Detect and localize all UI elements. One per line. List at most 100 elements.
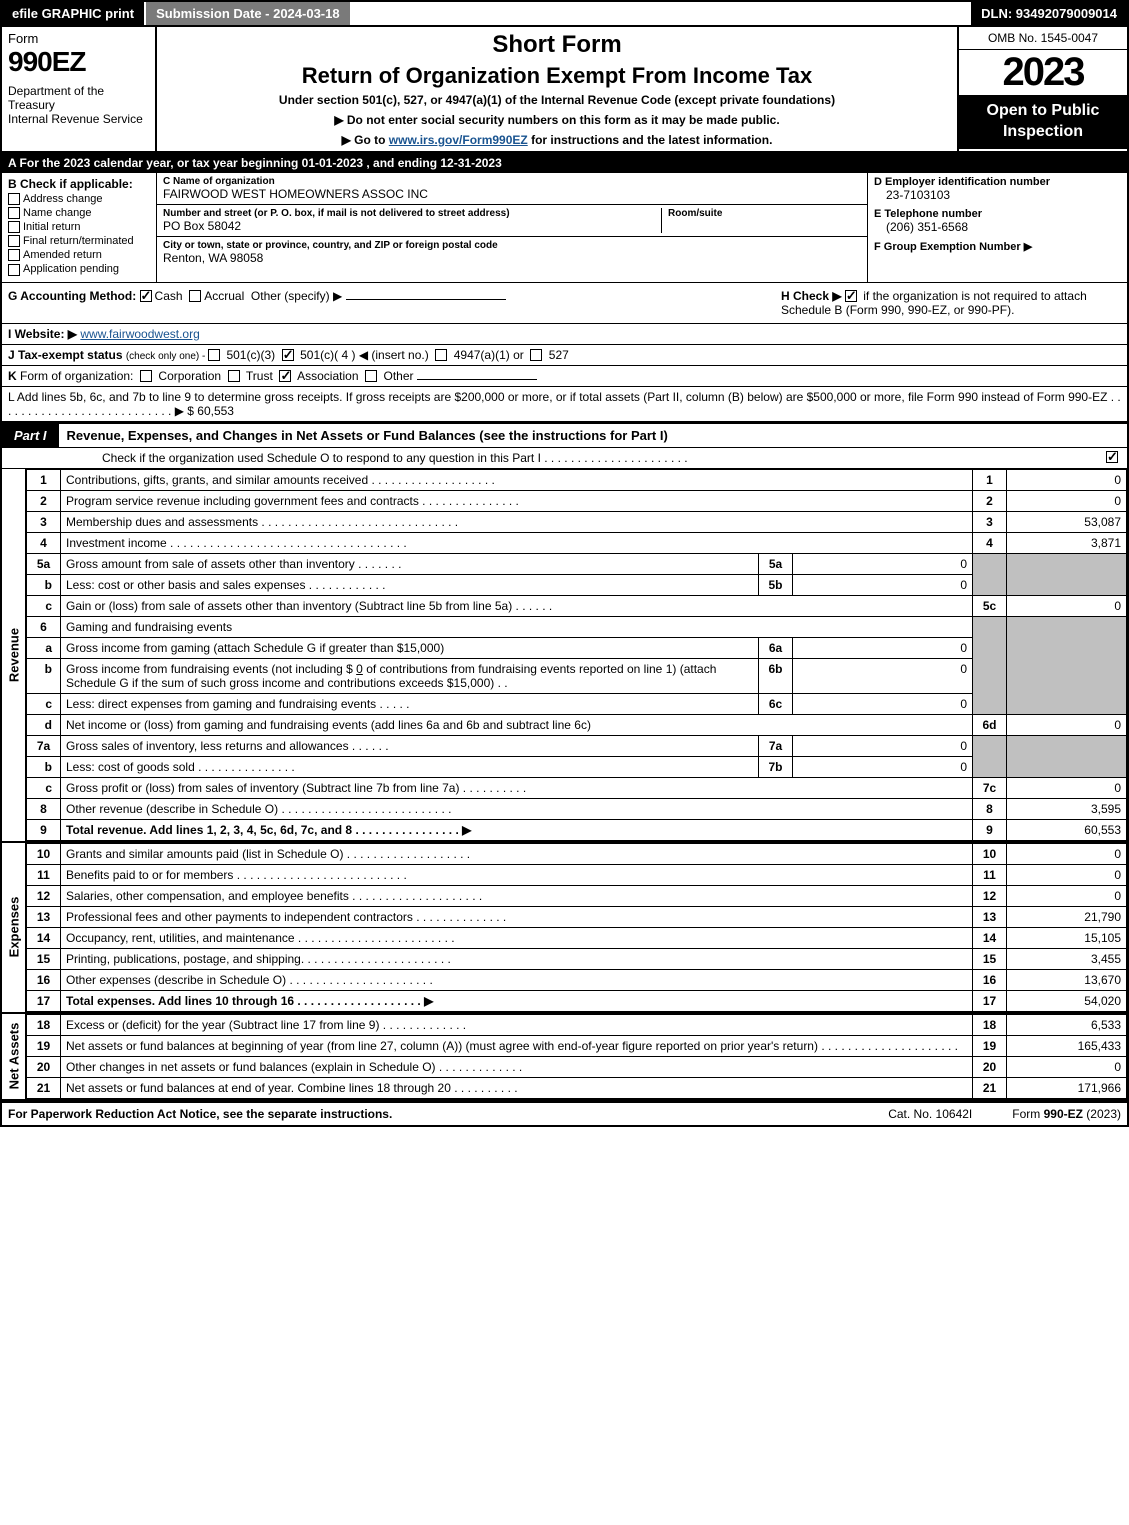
row-k-org-form: K Form of organization: Corporation Trus… (2, 366, 1127, 387)
check-schedule-b[interactable] (845, 290, 857, 302)
city-label: City or town, state or province, country… (163, 240, 861, 251)
line-8-value: 3,595 (1007, 798, 1127, 819)
phone-label: E Telephone number (874, 208, 1121, 220)
check-501c[interactable] (282, 349, 294, 361)
submission-date: Submission Date - 2024-03-18 (144, 2, 350, 25)
row-a-calendar-year: A For the 2023 calendar year, or tax yea… (2, 153, 1127, 173)
row-j-tax-exempt: J Tax-exempt status (check only one) - 5… (2, 345, 1127, 366)
check-corporation[interactable] (140, 370, 152, 382)
check-other-org[interactable] (365, 370, 377, 382)
line-6d-value: 0 (1007, 714, 1127, 735)
part-i-header: Part I Revenue, Expenses, and Changes in… (2, 422, 1127, 448)
header-right: OMB No. 1545-0047 2023 Open to Public In… (957, 27, 1127, 151)
line-1-value: 0 (1007, 469, 1127, 490)
cat-no: Cat. No. 10642I (848, 1107, 1012, 1121)
dln: DLN: 93492079009014 (971, 2, 1127, 25)
room-label: Room/suite (668, 208, 861, 219)
street: PO Box 58042 (163, 219, 661, 233)
line-5a-value: 0 (793, 553, 973, 574)
efile-print-button[interactable]: efile GRAPHIC print (2, 2, 144, 25)
line-12-value: 0 (1007, 885, 1127, 906)
check-final-return[interactable]: Final return/terminated (8, 235, 150, 247)
part-i-check-row: Check if the organization used Schedule … (2, 448, 1127, 469)
open-to-public: Open to Public Inspection (959, 95, 1127, 149)
line-7b-value: 0 (793, 756, 973, 777)
line-10-value: 0 (1007, 843, 1127, 864)
row-l-gross-receipts: L Add lines 5b, 6c, and 7b to line 9 to … (2, 387, 1127, 422)
box-c: C Name of organization FAIRWOOD WEST HOM… (157, 173, 867, 282)
revenue-table: 1Contributions, gifts, grants, and simil… (26, 469, 1127, 841)
city: Renton, WA 98058 (163, 251, 861, 265)
check-address-change[interactable]: Address change (8, 193, 150, 205)
ein-label: D Employer identification number (874, 176, 1121, 188)
topbar: efile GRAPHIC print Submission Date - 20… (2, 2, 1127, 27)
check-name-change[interactable]: Name change (8, 207, 150, 219)
accounting-method: G Accounting Method: Cash Accrual Other … (8, 289, 781, 317)
netassets-side-label: Net Assets (2, 1014, 26, 1099)
line-7a-value: 0 (793, 735, 973, 756)
line-6b-value: 0 (793, 658, 973, 693)
check-amended-return[interactable]: Amended return (8, 249, 150, 261)
tax-year: 2023 (959, 50, 1127, 95)
row-i-website: I Website: ▶ www.fairwoodwest.org (2, 324, 1127, 345)
line-6a-value: 0 (793, 637, 973, 658)
part-i-tab: Part I (2, 424, 59, 447)
check-schedule-o[interactable] (1106, 451, 1118, 463)
expenses-side-label: Expenses (2, 843, 26, 1012)
box-b: B Check if applicable: Address change Na… (2, 173, 157, 282)
form-header: Form 990EZ Department of the Treasury In… (2, 27, 1127, 153)
phone: (206) 351-6568 (886, 220, 1121, 234)
check-cash[interactable] (140, 290, 152, 302)
line-14-value: 15,105 (1007, 927, 1127, 948)
check-initial-return[interactable]: Initial return (8, 221, 150, 233)
check-501c3[interactable] (208, 349, 220, 361)
department: Department of the Treasury Internal Reve… (8, 84, 149, 126)
box-def: D Employer identification number 23-7103… (867, 173, 1127, 282)
form-number: 990EZ (8, 46, 149, 78)
line-18-value: 6,533 (1007, 1014, 1127, 1035)
footer: For Paperwork Reduction Act Notice, see … (2, 1101, 1127, 1125)
form-990ez-page: efile GRAPHIC print Submission Date - 20… (0, 0, 1129, 1127)
line-16-value: 13,670 (1007, 969, 1127, 990)
box-b-header: B Check if applicable: (8, 177, 150, 191)
line-5b-value: 0 (793, 574, 973, 595)
check-association[interactable] (279, 370, 291, 382)
line-5c-value: 0 (1007, 595, 1127, 616)
check-527[interactable] (530, 349, 542, 361)
line-11-value: 0 (1007, 864, 1127, 885)
line-2-value: 0 (1007, 490, 1127, 511)
irs-link[interactable]: www.irs.gov/Form990EZ (389, 133, 528, 147)
revenue-section: Revenue 1Contributions, gifts, grants, a… (2, 469, 1127, 843)
gross-receipts-value: 60,553 (197, 404, 234, 418)
street-label: Number and street (or P. O. box, if mail… (163, 208, 661, 219)
line-17-value: 54,020 (1007, 990, 1127, 1011)
instruction-2: ▶ Go to www.irs.gov/Form990EZ for instru… (165, 133, 949, 147)
expenses-table: 10Grants and similar amounts paid (list … (26, 843, 1127, 1012)
line-19-value: 165,433 (1007, 1035, 1127, 1056)
org-name-label: C Name of organization (163, 176, 861, 187)
line-20-value: 0 (1007, 1056, 1127, 1077)
line-13-value: 21,790 (1007, 906, 1127, 927)
part-i-title: Revenue, Expenses, and Changes in Net As… (59, 424, 1127, 447)
line-4-value: 3,871 (1007, 532, 1127, 553)
paperwork-notice: For Paperwork Reduction Act Notice, see … (8, 1107, 848, 1121)
section-bcdef: B Check if applicable: Address change Na… (2, 173, 1127, 283)
check-accrual[interactable] (189, 290, 201, 302)
line-7c-value: 0 (1007, 777, 1127, 798)
revenue-side-label: Revenue (2, 469, 26, 841)
website-link[interactable]: www.fairwoodwest.org (80, 327, 199, 341)
netassets-table: 18Excess or (deficit) for the year (Subt… (26, 1014, 1127, 1099)
instruction-1: ▶ Do not enter social security numbers o… (165, 113, 949, 127)
line-3-value: 53,087 (1007, 511, 1127, 532)
line-15-value: 3,455 (1007, 948, 1127, 969)
form-ref: Form 990-EZ (2023) (1012, 1107, 1121, 1121)
group-exemption-label: F Group Exemption Number ▶ (874, 240, 1121, 253)
short-form-label: Short Form (165, 31, 949, 59)
form-word: Form (8, 31, 149, 46)
schedule-b-check: H Check ▶ if the organization is not req… (781, 289, 1121, 317)
form-title: Return of Organization Exempt From Incom… (165, 63, 949, 89)
row-gh: G Accounting Method: Cash Accrual Other … (2, 283, 1127, 324)
check-trust[interactable] (228, 370, 240, 382)
check-4947[interactable] (435, 349, 447, 361)
check-application-pending[interactable]: Application pending (8, 263, 150, 275)
